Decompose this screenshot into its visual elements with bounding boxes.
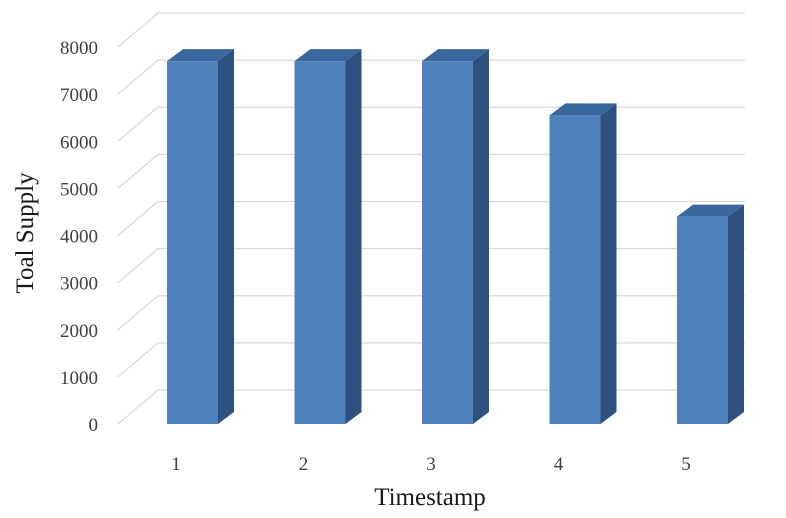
y-tick-label: 7000 bbox=[60, 85, 98, 106]
y-tick-label: 4000 bbox=[60, 227, 98, 248]
grid-line bbox=[117, 248, 745, 284]
x-tick-label: 4 bbox=[554, 454, 564, 475]
y-tick-label: 1000 bbox=[60, 368, 98, 389]
bar-side-face bbox=[345, 49, 362, 424]
bar-front-face bbox=[549, 115, 601, 425]
grid-line bbox=[117, 12, 745, 48]
bar-front-face bbox=[294, 61, 346, 424]
bar-front-face bbox=[422, 61, 473, 424]
bar bbox=[677, 204, 744, 424]
grid-line bbox=[117, 59, 745, 95]
bar-side-face bbox=[473, 49, 489, 424]
bar-side-face bbox=[218, 49, 234, 424]
y-tick-label: 3000 bbox=[60, 274, 98, 295]
bar-top-face bbox=[422, 49, 489, 62]
bar-front-face bbox=[167, 61, 218, 424]
y-tick-label: 6000 bbox=[60, 132, 98, 153]
grid-line bbox=[117, 295, 745, 331]
bar-side-face bbox=[600, 103, 617, 425]
bar bbox=[549, 103, 617, 425]
y-tick-label: 2000 bbox=[60, 321, 98, 342]
y-tick-label: 8000 bbox=[60, 38, 98, 59]
y-axis-title: Toal Supply bbox=[12, 172, 39, 294]
bar-top-face bbox=[167, 49, 234, 62]
y-tick-label: 5000 bbox=[60, 179, 98, 200]
grid-line bbox=[117, 153, 745, 189]
grid-line bbox=[117, 200, 745, 236]
y-axis-tick-labels: 0 1000 2000 3000 4000 5000 6000 7000 8000 bbox=[60, 38, 98, 436]
bar-top-face bbox=[677, 204, 744, 217]
bar-side-face bbox=[728, 204, 744, 424]
grid-lines bbox=[117, 12, 745, 425]
bar bbox=[294, 49, 362, 424]
bar-top-face bbox=[294, 49, 362, 62]
x-axis-tick-labels: 1 2 3 4 5 bbox=[171, 454, 691, 475]
x-tick-label: 5 bbox=[681, 454, 691, 475]
bar bbox=[167, 49, 234, 424]
grid-line bbox=[117, 389, 745, 425]
grid-line bbox=[117, 106, 745, 142]
x-axis-title: Timestamp bbox=[374, 484, 486, 511]
y-tick-label: 0 bbox=[89, 415, 99, 436]
x-tick-label: 3 bbox=[426, 454, 436, 475]
bars bbox=[167, 49, 744, 425]
bar-top-face bbox=[549, 103, 617, 116]
bar-front-face bbox=[677, 216, 728, 424]
bar bbox=[422, 49, 489, 424]
x-tick-label: 2 bbox=[299, 454, 309, 475]
grid-line bbox=[117, 342, 745, 378]
x-tick-label: 1 bbox=[171, 454, 181, 475]
